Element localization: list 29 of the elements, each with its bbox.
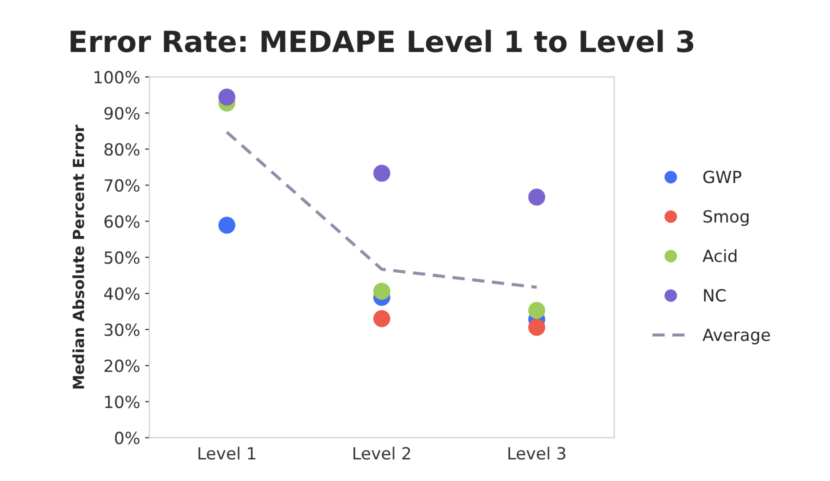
legend-label: NC (704, 289, 726, 302)
y-tick-label: 60% (104, 215, 140, 228)
y-tick-label: 80% (104, 143, 140, 156)
legend-label: Average (702, 328, 770, 344)
y-tick-label: 20% (104, 360, 140, 372)
legend-label: Acid (702, 249, 736, 262)
y-tick-label: 100% (94, 70, 140, 84)
chart-title: Error Rate: MEDAPE Level 1 to Level 3 (70, 30, 694, 52)
point (373, 310, 390, 328)
y-tick-label: 30% (104, 323, 140, 336)
x-tick-label: Level 1 (198, 446, 256, 460)
legend-label: Smog (704, 210, 749, 226)
point (373, 282, 390, 300)
point (528, 318, 546, 336)
y-tick-label: 10% (105, 396, 140, 408)
point (218, 88, 236, 106)
y-tick-label: 90% (104, 106, 140, 120)
y-axis-title: Median Absolute Percent Error (72, 124, 84, 389)
x-tick-label: Level 3 (508, 446, 566, 460)
point (528, 302, 546, 319)
y-tick-label: 0% (115, 432, 140, 444)
point (528, 188, 546, 206)
y-tick-label: 50% (104, 251, 140, 264)
y-tick-label: 70% (104, 179, 140, 192)
x-tick-label: Level 2 (353, 446, 410, 460)
point (218, 216, 236, 234)
legend-label: GWP (703, 170, 742, 184)
point (373, 164, 390, 182)
y-tick-label: 40% (104, 287, 140, 300)
